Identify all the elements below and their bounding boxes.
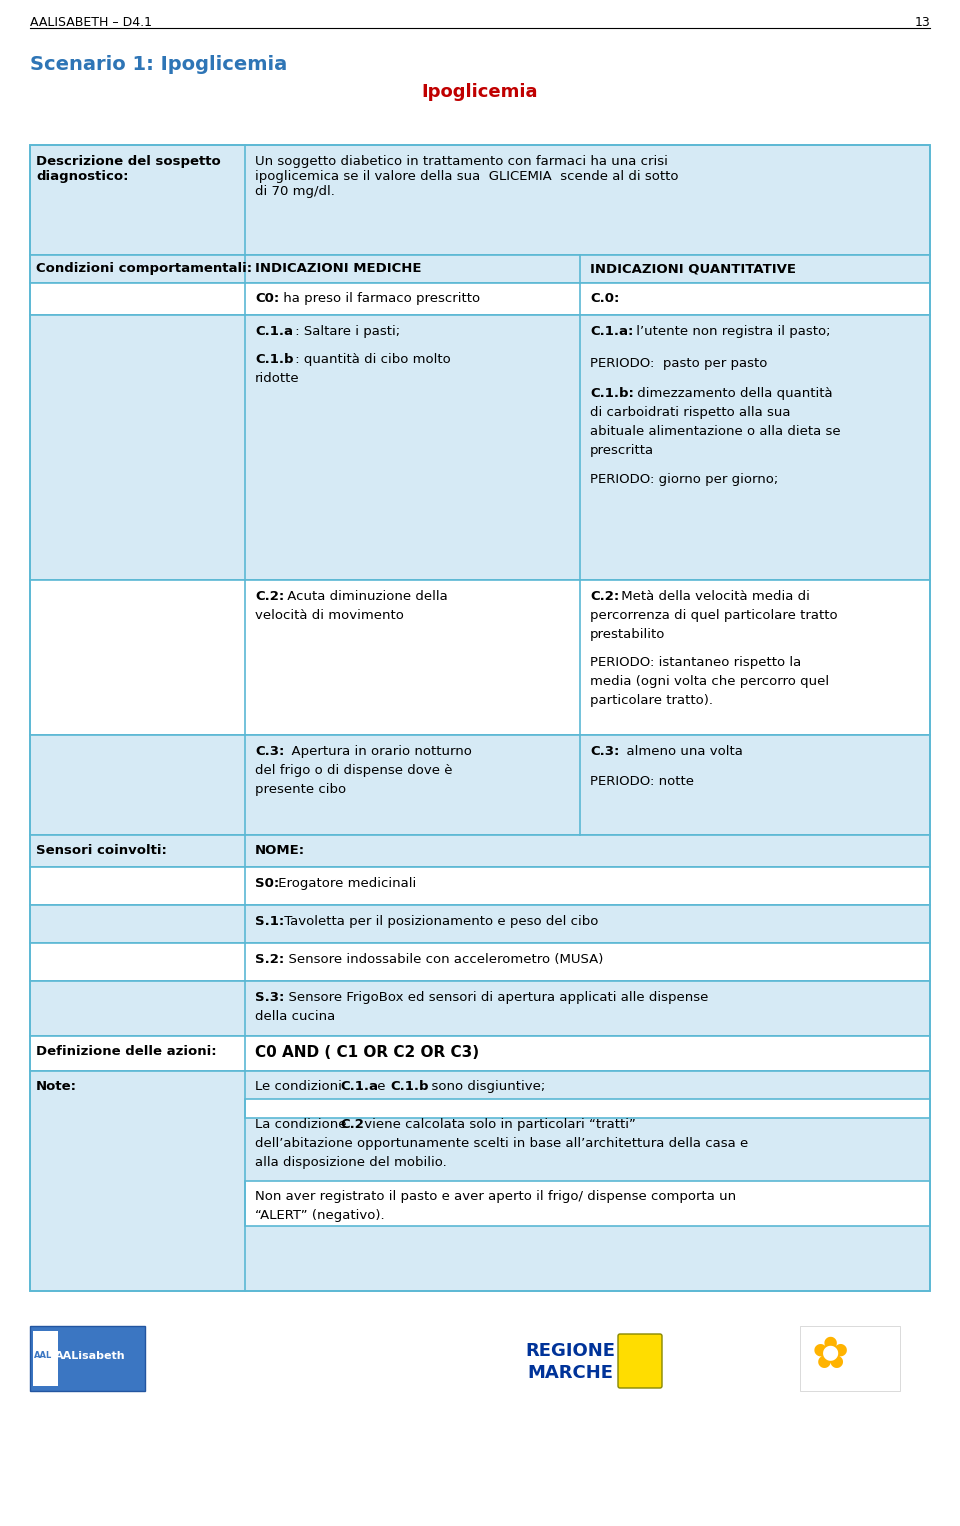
- Text: PERIODO: notte: PERIODO: notte: [590, 775, 694, 787]
- Text: C.2:: C.2:: [590, 591, 619, 603]
- Text: particolare tratto).: particolare tratto).: [590, 694, 713, 707]
- Text: e: e: [372, 1080, 390, 1093]
- Text: INDICAZIONI MEDICHE: INDICAZIONI MEDICHE: [255, 262, 421, 275]
- Bar: [245, 1181, 930, 1225]
- Text: viene calcolata solo in particolari “tratti”: viene calcolata solo in particolari “tra…: [360, 1119, 636, 1131]
- Text: INDICAZIONI QUANTITATIVE: INDICAZIONI QUANTITATIVE: [590, 262, 796, 275]
- Text: Un soggetto diabetico in trattamento con farmaci ha una crisi
ipoglicemica se il: Un soggetto diabetico in trattamento con…: [255, 156, 679, 198]
- Text: della cucina: della cucina: [255, 1010, 335, 1022]
- Text: C.1.a: C.1.a: [341, 1080, 378, 1093]
- Bar: [33, 1331, 58, 1386]
- Text: media (ogni volta che percorro quel: media (ogni volta che percorro quel: [590, 674, 829, 688]
- Text: alla disposizione del mobilio.: alla disposizione del mobilio.: [255, 1157, 446, 1169]
- Bar: [30, 835, 930, 867]
- Text: AALISABETH – D4.1: AALISABETH – D4.1: [30, 15, 152, 29]
- Text: MARCHE: MARCHE: [527, 1364, 613, 1383]
- Text: Note:: Note:: [36, 1080, 77, 1093]
- Text: dimezzamento della quantità: dimezzamento della quantità: [633, 388, 832, 400]
- Text: La condizione: La condizione: [255, 1119, 350, 1131]
- Bar: [30, 145, 930, 255]
- Text: PERIODO: giorno per giorno;: PERIODO: giorno per giorno;: [590, 473, 779, 485]
- Text: S.1:: S.1:: [255, 916, 284, 928]
- Text: REGIONE: REGIONE: [525, 1341, 615, 1360]
- Text: C.1.b: C.1.b: [391, 1080, 429, 1093]
- Text: ridotte: ridotte: [255, 372, 300, 385]
- Text: Ipoglicemia: Ipoglicemia: [421, 82, 539, 101]
- Bar: [30, 314, 930, 580]
- Text: velocità di movimento: velocità di movimento: [255, 609, 404, 623]
- Text: l’utente non registra il pasto;: l’utente non registra il pasto;: [632, 325, 830, 337]
- Text: C.1.a:: C.1.a:: [590, 325, 634, 337]
- Text: C.3:: C.3:: [255, 745, 284, 758]
- Text: C.0:: C.0:: [590, 291, 619, 305]
- Text: AALisabeth: AALisabeth: [55, 1351, 126, 1361]
- Bar: [30, 736, 930, 835]
- Text: S.3:: S.3:: [255, 990, 284, 1004]
- Text: C.1.b: C.1.b: [255, 353, 294, 366]
- Bar: [30, 867, 930, 905]
- Bar: [30, 905, 930, 943]
- Text: C0 AND ( C1 OR C2 OR C3): C0 AND ( C1 OR C2 OR C3): [255, 1045, 479, 1061]
- Text: NOME:: NOME:: [255, 844, 305, 858]
- Text: Le condizioni: Le condizioni: [255, 1080, 347, 1093]
- Text: C.1.a: C.1.a: [255, 325, 293, 337]
- Text: di carboidrati rispetto alla sua: di carboidrati rispetto alla sua: [590, 406, 790, 420]
- Bar: [30, 981, 930, 1036]
- Text: Tavoletta per il posizionamento e peso del cibo: Tavoletta per il posizionamento e peso d…: [279, 916, 598, 928]
- Text: sono disgiuntive;: sono disgiuntive;: [422, 1080, 545, 1093]
- Text: PERIODO:  pasto per pasto: PERIODO: pasto per pasto: [590, 357, 767, 369]
- Text: Condizioni comportamentali:: Condizioni comportamentali:: [36, 262, 252, 275]
- Text: PERIODO: istantaneo rispetto la: PERIODO: istantaneo rispetto la: [590, 656, 802, 668]
- Text: S.2:: S.2:: [255, 954, 284, 966]
- Text: Sensori coinvolti:: Sensori coinvolti:: [36, 844, 167, 858]
- Text: C.2:: C.2:: [255, 591, 284, 603]
- Text: C.2: C.2: [341, 1119, 364, 1131]
- Text: ✿: ✿: [811, 1335, 849, 1378]
- Text: “ALERT” (negativo).: “ALERT” (negativo).: [255, 1209, 385, 1222]
- Bar: [30, 255, 930, 282]
- Text: Apertura in orario notturno: Apertura in orario notturno: [283, 745, 472, 758]
- Text: abituale alimentazione o alla dieta se: abituale alimentazione o alla dieta se: [590, 426, 841, 438]
- Bar: [245, 1099, 930, 1119]
- Text: : quantità di cibo molto: : quantità di cibo molto: [291, 353, 451, 366]
- Bar: [30, 145, 930, 1291]
- Text: presente cibo: presente cibo: [255, 783, 347, 797]
- Text: almeno una volta: almeno una volta: [618, 745, 743, 758]
- Text: Definizione delle azioni:: Definizione delle azioni:: [36, 1045, 217, 1058]
- Text: AAL: AAL: [34, 1352, 52, 1361]
- Text: Non aver registrato il pasto e aver aperto il frigo/ dispense comporta un: Non aver registrato il pasto e aver aper…: [255, 1190, 736, 1202]
- Text: Descrizione del sospetto
diagnostico:: Descrizione del sospetto diagnostico:: [36, 156, 221, 183]
- Text: C0:: C0:: [255, 291, 279, 305]
- Bar: [30, 1071, 930, 1291]
- Text: percorrenza di quel particolare tratto: percorrenza di quel particolare tratto: [590, 609, 838, 623]
- Text: Scenario 1: Ipoglicemia: Scenario 1: Ipoglicemia: [30, 55, 287, 73]
- Bar: [30, 1326, 145, 1392]
- Bar: [30, 282, 930, 314]
- Text: Sensore FrigoBox ed sensori di apertura applicati alle dispense: Sensore FrigoBox ed sensori di apertura …: [279, 990, 708, 1004]
- Text: Metà della velocità media di: Metà della velocità media di: [617, 591, 810, 603]
- Text: Erogatore medicinali: Erogatore medicinali: [274, 877, 416, 890]
- Bar: [30, 943, 930, 981]
- Text: del frigo o di dispense dove è: del frigo o di dispense dove è: [255, 765, 452, 777]
- Bar: [30, 1036, 930, 1071]
- Text: Acuta diminuzione della: Acuta diminuzione della: [283, 591, 447, 603]
- Text: S0:: S0:: [255, 877, 279, 890]
- Bar: [800, 1326, 900, 1392]
- Text: : Saltare i pasti;: : Saltare i pasti;: [291, 325, 400, 337]
- Text: ha preso il farmaco prescritto: ha preso il farmaco prescritto: [279, 291, 480, 305]
- Bar: [30, 580, 930, 736]
- Text: dell’abitazione opportunamente scelti in base all’architettura della casa e: dell’abitazione opportunamente scelti in…: [255, 1137, 748, 1151]
- Text: Sensore indossabile con accelerometro (MUSA): Sensore indossabile con accelerometro (M…: [279, 954, 603, 966]
- Text: prescritta: prescritta: [590, 444, 654, 456]
- Text: prestabilito: prestabilito: [590, 629, 665, 641]
- Text: C.3:: C.3:: [590, 745, 619, 758]
- Text: 13: 13: [914, 15, 930, 29]
- Text: C.1.b:: C.1.b:: [590, 388, 634, 400]
- FancyBboxPatch shape: [618, 1334, 662, 1389]
